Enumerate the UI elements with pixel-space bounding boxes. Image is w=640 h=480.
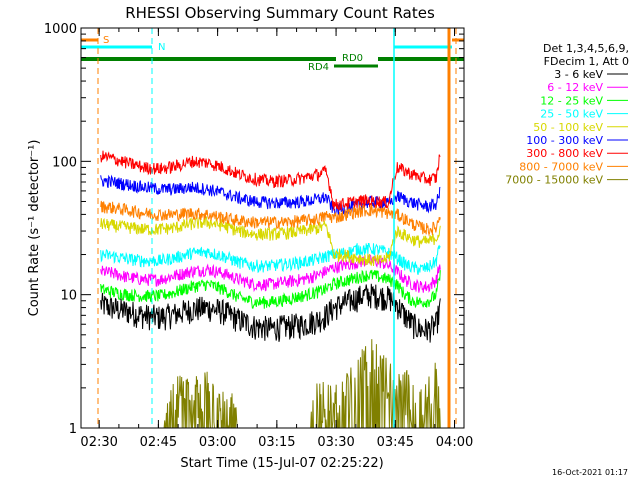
x-tick-label-1: 02:45	[140, 435, 177, 450]
legend-entry-5: 100 - 300 keV	[526, 134, 603, 147]
legend-entry-0: 3 - 6 keV	[554, 68, 603, 81]
series-trace-0	[100, 283, 441, 343]
y-tick-label-2: 100	[52, 155, 77, 170]
series-2	[100, 269, 441, 309]
y-tick-label-0: 1	[69, 422, 77, 437]
legend-entry-6: 300 - 800 keV	[526, 147, 603, 160]
series-trace-7	[100, 200, 441, 237]
y-axis-label: Count Rate (s⁻¹ detector⁻¹)	[27, 140, 42, 317]
x-tick-label-5: 03:45	[377, 435, 414, 450]
series-3	[100, 243, 441, 275]
x-tick-label-4: 03:30	[317, 435, 354, 450]
plot-frame	[80, 27, 465, 429]
flag-rd4-label: RD4	[308, 62, 329, 73]
x-tick-label-6: 04:00	[436, 435, 473, 450]
y-tick-label-1: 10	[60, 289, 77, 304]
series-6	[100, 150, 441, 211]
flag-n-label: N	[158, 42, 165, 53]
legend-entry-2: 12 - 25 keV	[540, 94, 603, 107]
series-trace-4	[100, 215, 441, 267]
legend-title-line-1: Det 1,3,4,5,6,9,	[543, 42, 629, 55]
legend-entry-1: 6 - 12 keV	[547, 81, 603, 94]
series-1	[100, 254, 441, 293]
x-tick-label-0: 02:30	[80, 435, 117, 450]
series-0	[100, 283, 441, 343]
series-trace-2	[100, 269, 441, 309]
legend-entry-7: 800 - 7000 keV	[519, 160, 603, 173]
footer-date: 16-Oct-2021 01:17	[552, 468, 628, 477]
flag-s-label: S	[103, 35, 109, 46]
x-tick-label-2: 03:00	[199, 435, 236, 450]
legend-entry-4: 50 - 100 keV	[533, 121, 603, 134]
series-trace-5	[100, 174, 441, 217]
y-tick-label-3: 1000	[44, 22, 77, 37]
axis-layer: 02:30 02:45 03:00 03:15 03:30 03:45 04:00 1 10 10…	[44, 22, 473, 450]
legend-title-line-2: FDecim 1, Att 0	[544, 55, 629, 68]
legend: Det 1,3,4,5,6,9, FDecim 1, Att 0 3 - 6 k…	[505, 42, 629, 187]
flag-rd0-label: RD0	[342, 53, 363, 64]
x-tick-label-3: 03:15	[258, 435, 295, 450]
series-7	[100, 200, 441, 237]
series-trace-1	[100, 254, 441, 293]
legend-entry-8: 7000 - 15000 keV	[505, 174, 603, 187]
x-axis-label: Start Time (15-Jul-07 02:25:22)	[180, 456, 383, 471]
chart-title: RHESSI Observing Summary Count Rates	[125, 4, 435, 22]
series-trace-6	[100, 150, 441, 211]
series-4	[100, 215, 441, 267]
series-5	[100, 174, 441, 217]
series-trace-3	[100, 243, 441, 275]
legend-entry-3: 25 - 50 keV	[540, 108, 603, 121]
